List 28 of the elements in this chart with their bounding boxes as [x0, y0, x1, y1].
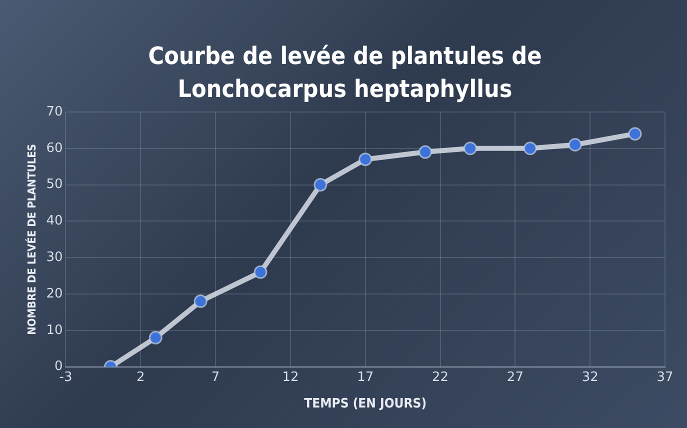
y-axis-title: NOMBRE DE LEVÉE DE PLANTULES	[24, 144, 38, 335]
x-tick-label: 27	[506, 370, 524, 385]
x-axis-title: TEMPS (EN JOURS)	[304, 396, 427, 412]
x-tick-label: 2	[136, 370, 145, 385]
point	[628, 127, 642, 141]
x-tick-label: 12	[282, 370, 299, 385]
y-tick-label: 40	[46, 214, 63, 229]
x-tick-label: 37	[656, 370, 674, 385]
point	[568, 138, 582, 152]
point	[523, 142, 537, 156]
point	[358, 152, 372, 166]
y-tick-label: 50	[46, 177, 63, 192]
chart-title: Courbe de levée de plantules de Lonchocarpus heptaphyllus	[147, 41, 543, 105]
x-tick-label: 17	[357, 370, 374, 385]
y-tick-label: 70	[46, 104, 63, 120]
y-tick-label: 20	[46, 286, 63, 302]
y-tick-label: 60	[46, 140, 63, 156]
x-tick-label: 7	[211, 370, 220, 385]
point	[194, 294, 208, 308]
point	[418, 145, 432, 159]
x-tick-label: 22	[432, 370, 449, 385]
point	[314, 178, 328, 192]
point	[254, 265, 268, 279]
y-tick-label: 30	[46, 250, 63, 265]
x-tick-label: 32	[582, 370, 598, 385]
y-tick-label: 10	[46, 322, 63, 338]
point	[463, 142, 477, 156]
point	[148, 330, 162, 344]
